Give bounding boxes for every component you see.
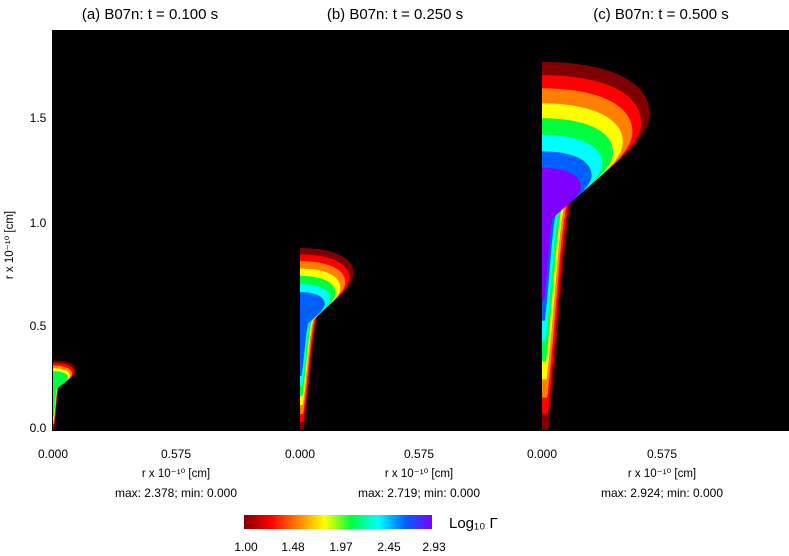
panel-b-title: (b) B07n: t = 0.250 s [327,6,463,23]
panel-c-xtick-1: 0.575 [647,447,677,461]
panel-b-stats: max: 2.719; min: 0.000 [358,486,480,500]
panel-c-title: (c) B07n: t = 0.500 s [593,6,729,23]
panel-c-xtick-0: 0.000 [527,447,557,461]
panel-a-xlabel: r x 10⁻¹⁰ [cm] [142,468,210,480]
colorbar-tick-2: 1.97 [329,540,353,554]
panel-a-stats: max: 2.378; min: 0.000 [115,486,237,500]
y-tick-1: 0.5 [30,319,47,333]
panel-c-stats: max: 2.924; min: 0.000 [601,486,723,500]
panel-c-contour-7 [542,167,581,301]
panel-c: (c) B07n: t = 0.500 s 0.000 0.575 r x 10… [527,6,729,500]
y-tick-0: 0.0 [30,421,47,435]
colorbar-label: Log₁₀ Γ [449,515,498,532]
panel-a-xtick-1: 0.575 [161,447,191,461]
panel-b-xlabel: r x 10⁻¹⁰ [cm] [385,468,453,480]
y-axis-label: r x 10⁻¹⁰ [cm] [4,211,16,279]
colorbar-tick-0: 1.00 [234,540,258,554]
colorbar-tick-3: 2.45 [377,540,401,554]
colorbar-tick-4: 2.93 [422,540,446,554]
panel-a: (a) B07n: t = 0.100 s 0.000 0.575 r x 10… [38,6,237,500]
panel-b-xtick-0: 0.000 [285,447,315,461]
y-axis: r x 10⁻¹⁰ [cm] 0.0 0.5 1.0 1.5 [4,111,47,435]
panel-b-contour-6 [300,292,325,376]
y-tick-3: 1.5 [30,111,47,125]
colorbar: Log₁₀ Γ 1.00 1.48 1.97 2.45 2.93 [234,515,498,554]
panel-c-plume [542,61,650,430]
panel-c-xlabel: r x 10⁻¹⁰ [cm] [628,468,696,480]
panel-a-plume [53,360,76,430]
panel-b-plume [300,247,354,430]
panel-a-title: (a) B07n: t = 0.100 s [82,6,218,23]
colorbar-tick-1: 1.48 [281,540,305,554]
colorbar-gradient [244,515,432,529]
plot-background [52,30,789,431]
panel-b: (b) B07n: t = 0.250 s 0.000 0.575 r x 10… [285,6,480,500]
panel-b-xtick-1: 0.575 [404,447,434,461]
y-tick-2: 1.0 [30,216,47,230]
panel-a-contour-4 [53,371,69,417]
panel-a-xtick-0: 0.000 [38,447,68,461]
